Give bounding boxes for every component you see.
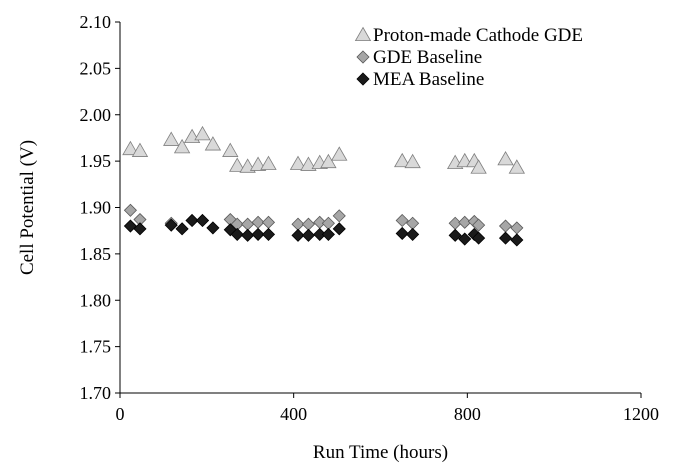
x-tick-label: 800 <box>454 404 481 424</box>
legend-label: GDE Baseline <box>373 47 482 68</box>
data-point <box>458 215 472 229</box>
x-ticks: 0 400 800 1200 <box>116 393 659 424</box>
data-points <box>122 125 526 247</box>
data-point <box>497 150 514 166</box>
diamond-icon <box>356 50 370 64</box>
x-tick-label: 400 <box>280 404 307 424</box>
legend-item-proton-made-cathode-gde: Proton-made Cathode GDE <box>354 25 583 46</box>
triangle-icon <box>354 26 372 42</box>
data-point <box>206 221 220 235</box>
data-point <box>510 221 524 235</box>
series-0 <box>122 125 526 174</box>
data-point <box>185 213 199 228</box>
data-point <box>123 219 137 233</box>
data-point <box>123 203 137 217</box>
x-tick-label: 1200 <box>623 404 659 424</box>
legend-label: Proton-made Cathode GDE <box>373 25 583 46</box>
y-tick-label: 1.75 <box>80 337 112 357</box>
y-tick-label: 2.00 <box>80 105 112 125</box>
data-point <box>332 222 346 236</box>
data-point <box>251 227 265 241</box>
data-point <box>241 217 255 231</box>
data-point <box>291 228 305 242</box>
data-point <box>320 153 337 169</box>
data-point <box>472 231 486 245</box>
legend-marker-triangle-icon <box>354 26 372 42</box>
data-point <box>163 131 180 146</box>
data-point <box>498 219 513 233</box>
y-tick-label: 1.70 <box>80 383 112 403</box>
data-point <box>406 216 420 230</box>
legend-item-mea-baseline: MEA Baseline <box>356 69 484 90</box>
data-point <box>289 155 307 170</box>
data-point <box>458 232 472 246</box>
data-point <box>194 125 211 141</box>
legend-label: MEA Baseline <box>373 69 484 90</box>
data-point <box>195 213 210 228</box>
data-point <box>173 138 191 154</box>
series-2 <box>123 213 524 247</box>
data-point <box>406 227 420 241</box>
x-axis-title: Run Time (hours) <box>313 442 448 463</box>
data-point <box>404 153 421 169</box>
data-point <box>395 213 409 228</box>
data-point <box>472 218 486 232</box>
legend-marker-diamond-icon <box>356 72 370 86</box>
legend-marker-diamond-icon <box>356 50 370 64</box>
data-point <box>508 159 526 174</box>
data-point <box>448 228 462 242</box>
y-tick-label: 2.05 <box>80 58 112 78</box>
y-tick-label: 1.80 <box>80 290 112 310</box>
data-point <box>261 227 276 241</box>
legend-item-gde-baseline: GDE Baseline <box>356 47 482 68</box>
data-point <box>395 226 409 241</box>
data-point <box>131 142 149 157</box>
data-point <box>510 233 524 247</box>
data-point <box>230 227 244 241</box>
data-point <box>204 136 222 151</box>
y-tick-label: 1.90 <box>80 198 112 218</box>
data-point <box>222 142 239 157</box>
y-ticks: 1.70 1.75 1.80 1.85 1.90 1.95 2.00 2.05 2.10 <box>80 12 120 403</box>
data-point <box>164 218 178 232</box>
data-point <box>301 228 315 242</box>
diamond-icon <box>356 72 370 86</box>
x-tick-label: 0 <box>116 404 125 424</box>
data-point <box>229 157 246 172</box>
y-axis-title: Cell Potential (V) <box>17 140 38 275</box>
data-point <box>241 228 255 242</box>
data-point <box>260 155 277 170</box>
data-point <box>321 216 335 230</box>
data-point <box>470 159 487 174</box>
data-point <box>394 152 411 168</box>
data-point <box>300 156 317 171</box>
data-point <box>133 222 147 236</box>
data-point <box>261 215 276 229</box>
data-point <box>122 140 139 156</box>
data-point <box>332 209 346 223</box>
data-point <box>175 222 189 236</box>
data-point <box>331 146 348 161</box>
data-point <box>313 227 327 241</box>
data-point <box>321 227 335 241</box>
y-tick-label: 1.85 <box>80 244 112 264</box>
y-tick-label: 1.95 <box>80 151 112 171</box>
legend: Proton-made Cathode GDE GDE Baseline MEA… <box>354 25 583 90</box>
data-point <box>249 156 267 171</box>
data-point <box>498 231 513 245</box>
y-tick-label: 2.10 <box>80 12 112 32</box>
data-point <box>301 217 315 231</box>
